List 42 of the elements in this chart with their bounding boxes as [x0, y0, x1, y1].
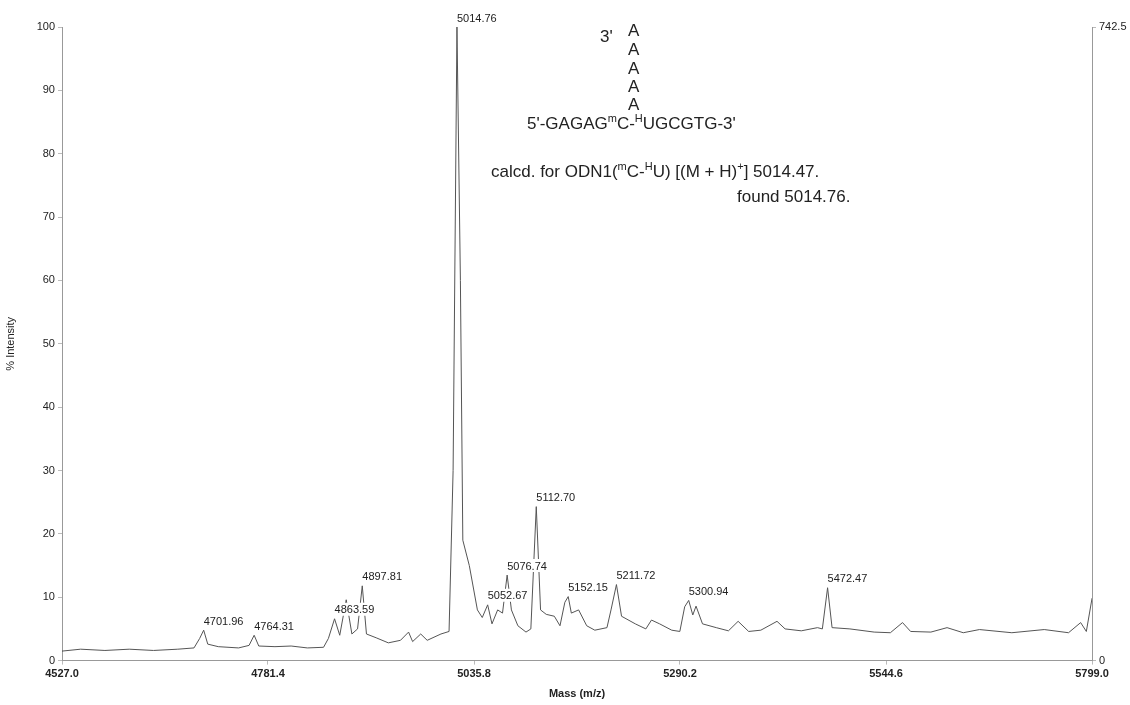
annotation: A [628, 21, 640, 40]
annotation: 5'-GAGAG$^{m}$C-$^{H}$UGCGTG-3' [527, 112, 736, 133]
y-axis-title: % Intensity [3, 316, 16, 371]
annotation: 5152.15 [568, 581, 608, 594]
y-tick-label: 40 [42, 400, 55, 413]
annotation: 5112.70 [536, 491, 576, 504]
x-tick-label: 5290.2 [663, 667, 697, 680]
y2-tick-label: 0 [1099, 653, 1106, 666]
annotation: 3' [600, 27, 613, 46]
annotation: 5076.74 [507, 559, 547, 572]
x-tick-label: 5544.6 [869, 667, 903, 680]
y2-tick-label: 742.5 [1099, 20, 1127, 33]
annotation: calcd. for ODN1($^{m}$C-$^{H}$U) [(M + H)$^{+}$] 5014.47. [491, 160, 820, 181]
annotation: A [628, 40, 640, 59]
annotation: 4863.59 [334, 603, 375, 616]
annotation: 5300.94 [688, 584, 729, 597]
y-tick-label: 100 [36, 20, 55, 33]
annotation: 5052.67 [487, 589, 528, 602]
x-axis-title: Mass (m/z) [548, 687, 606, 700]
y-tick-label: 0 [48, 653, 55, 666]
y-tick-label: 60 [42, 273, 55, 286]
annotation: 4701.96 [203, 614, 244, 627]
annotation: 4897.81 [362, 570, 403, 583]
annotation: A [628, 77, 640, 96]
annotation: 4764.31 [254, 619, 294, 632]
y-tick-label: 20 [42, 526, 55, 539]
x-tick-label: 5799.0 [1075, 667, 1109, 680]
y-tick-label: 90 [42, 83, 55, 96]
x-tick-label: 4781.4 [251, 667, 286, 680]
y-tick-label: 30 [42, 463, 55, 476]
x-tick-label: 5035.8 [457, 667, 491, 680]
annotation: 5211.72 [616, 569, 656, 582]
annotation: 5014.76 [456, 11, 497, 24]
annotation: A [628, 95, 640, 114]
y-tick-label: 80 [42, 146, 55, 159]
annotation: 5472.47 [827, 572, 868, 585]
x-tick-label: 4527.0 [45, 667, 79, 680]
annotation: A [628, 59, 640, 78]
y-tick-label: 10 [42, 590, 55, 603]
y-tick-label: 50 [42, 336, 55, 349]
y-tick-label: 70 [42, 210, 55, 223]
annotation: found 5014.76. [737, 187, 851, 206]
